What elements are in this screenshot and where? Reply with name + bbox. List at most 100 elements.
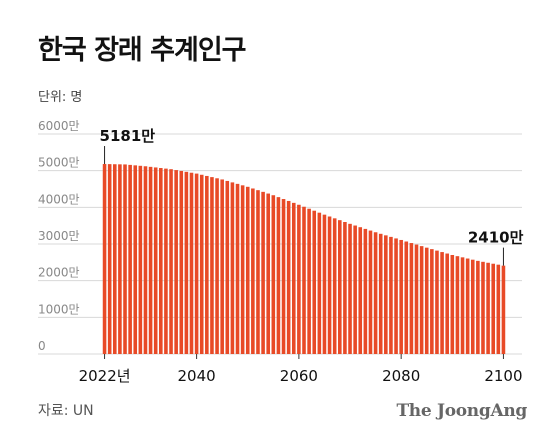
bar (271, 195, 276, 354)
bar (286, 200, 291, 354)
bar (133, 165, 138, 354)
data-label: 5181만 (100, 127, 156, 145)
bar (384, 235, 388, 354)
bar (210, 177, 214, 354)
bar (128, 164, 132, 354)
bar (322, 214, 327, 354)
x-tick-label: 2040 (178, 367, 216, 385)
bar (281, 199, 286, 354)
bar (394, 238, 398, 354)
bar (225, 180, 230, 354)
bar (327, 216, 332, 354)
bar (307, 208, 311, 354)
bar (118, 164, 122, 354)
bar (389, 236, 393, 354)
bar (445, 253, 449, 354)
bar (205, 175, 209, 354)
bar (153, 167, 158, 354)
y-tick-label: 2000만 (38, 266, 80, 280)
bar (256, 190, 260, 354)
bar (102, 164, 107, 354)
bar (199, 174, 204, 354)
bar (164, 168, 168, 354)
bar (450, 255, 455, 354)
y-tick-label: 6000만 (38, 119, 80, 133)
y-tick-label: 0 (38, 339, 46, 353)
annotations: 5181만 2410만 (100, 127, 524, 266)
bar (194, 173, 199, 354)
bar (174, 170, 178, 354)
bar (230, 182, 235, 354)
bar (455, 256, 460, 354)
data-label: 2410만 (468, 229, 524, 247)
chart-title: 한국 장래 추계인구 (38, 35, 247, 66)
x-tick-label: 2022년 (79, 367, 131, 385)
source-note: 자료: UN (38, 403, 94, 419)
bar (481, 261, 485, 354)
x-tick-label: 2100 (484, 367, 522, 385)
bar (169, 169, 173, 354)
bar (465, 258, 470, 354)
bar (220, 179, 224, 354)
bar (414, 244, 419, 354)
brand-logo: The JoongAng (396, 401, 527, 421)
bar (159, 168, 163, 354)
unit-label: 단위: 명 (38, 90, 83, 105)
bar (143, 166, 148, 354)
x-tick-label: 2080 (382, 367, 420, 385)
bar (491, 263, 496, 354)
bar (486, 262, 490, 354)
bar (302, 206, 306, 354)
y-tick-label: 1000만 (38, 302, 80, 316)
bar (112, 164, 117, 354)
bar (138, 165, 143, 354)
bar (189, 172, 194, 354)
bar (476, 260, 480, 354)
bar (358, 227, 363, 354)
bar (245, 186, 250, 354)
bar (440, 252, 444, 354)
y-tick-label: 5000만 (38, 156, 80, 170)
bar (363, 228, 368, 354)
bar (123, 164, 127, 354)
bar (368, 230, 373, 354)
bar (501, 265, 506, 354)
bar (353, 225, 357, 354)
bar (240, 185, 245, 354)
bar (276, 197, 281, 354)
bar (460, 257, 465, 354)
bar (317, 212, 322, 354)
bar (107, 164, 112, 354)
y-tick-label: 4000만 (38, 192, 80, 206)
bar (291, 202, 296, 354)
bar (261, 191, 265, 354)
bars (102, 164, 506, 354)
bar (215, 178, 219, 354)
bar (419, 246, 424, 354)
x-axis-labels: 2022년 2040 2060 2080 2100 (79, 354, 523, 385)
y-tick-label: 3000만 (38, 229, 80, 243)
bar (435, 250, 439, 354)
bar (378, 233, 383, 354)
bar (343, 222, 347, 354)
bar (409, 243, 414, 354)
bar (470, 259, 475, 354)
bar (404, 241, 409, 354)
bar (373, 232, 378, 354)
bar (251, 188, 255, 354)
bar (338, 220, 342, 354)
bar (430, 249, 434, 354)
bar (179, 170, 184, 354)
bar (184, 171, 189, 354)
bar (312, 210, 317, 354)
bar (266, 193, 270, 354)
bar (235, 183, 240, 354)
bar (399, 239, 403, 354)
x-tick-label: 2060 (280, 367, 318, 385)
bar (496, 264, 501, 354)
bar (424, 247, 429, 354)
bar (348, 223, 352, 354)
bar (297, 204, 301, 354)
bar (332, 218, 337, 354)
